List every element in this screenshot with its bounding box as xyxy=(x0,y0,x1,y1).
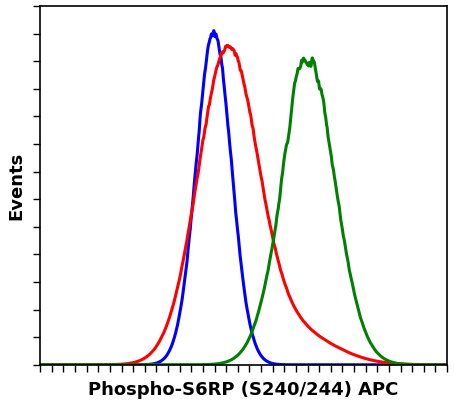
Y-axis label: Events: Events xyxy=(7,152,25,220)
X-axis label: Phospho-S6RP (S240/244) APC: Phospho-S6RP (S240/244) APC xyxy=(89,380,399,398)
